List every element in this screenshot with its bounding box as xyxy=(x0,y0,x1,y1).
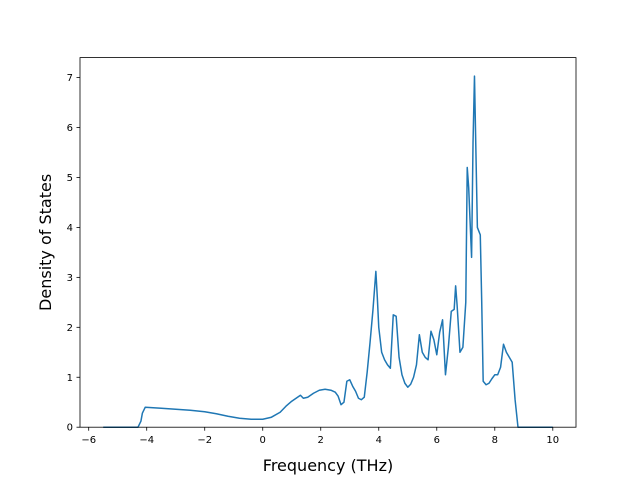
x-tick-label: 6 xyxy=(434,435,440,446)
x-tick-label: 2 xyxy=(318,435,324,446)
x-tick-label: −6 xyxy=(81,435,96,446)
y-tick-label: 0 xyxy=(67,423,73,434)
x-tick-label: −4 xyxy=(139,435,154,446)
y-axis-label: Density of States xyxy=(36,174,55,311)
plot-frame xyxy=(79,57,577,428)
x-tick-label: 8 xyxy=(492,435,498,446)
y-tick-label: 2 xyxy=(67,323,73,334)
x-tick-label: −2 xyxy=(197,435,212,446)
series-layer xyxy=(103,75,553,428)
y-axis-ticks: 0 1 2 3 4 5 6 7 xyxy=(67,73,80,434)
y-tick-label: 4 xyxy=(67,223,73,234)
series-line-0 xyxy=(103,75,553,428)
y-tick-label: 7 xyxy=(67,73,73,84)
x-tick-label: 4 xyxy=(376,435,382,446)
y-tick-label: 5 xyxy=(67,173,73,184)
y-tick-label: 1 xyxy=(67,373,73,384)
x-tick-label: 0 xyxy=(260,435,266,446)
y-tick-label: 3 xyxy=(67,273,73,284)
plot-background xyxy=(80,57,576,428)
x-axis-label: Frequency (THz) xyxy=(263,456,393,475)
x-axis-ticks: −6 −4 −2 0 2 4 6 8 10 xyxy=(81,427,559,446)
x-tick-label: 10 xyxy=(546,435,559,446)
y-tick-label: 6 xyxy=(67,123,73,134)
